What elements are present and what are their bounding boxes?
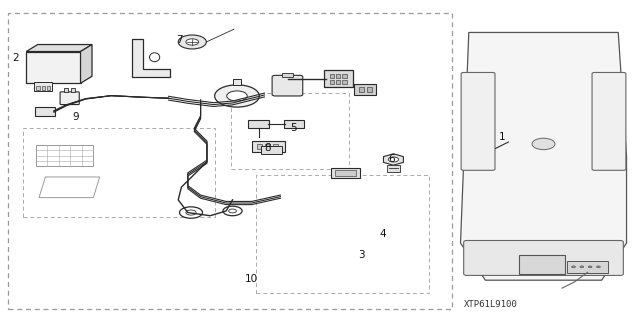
FancyBboxPatch shape (464, 241, 623, 275)
Circle shape (588, 266, 592, 268)
FancyBboxPatch shape (272, 75, 303, 96)
Polygon shape (81, 45, 92, 83)
Polygon shape (383, 154, 403, 165)
Bar (336, 80, 340, 84)
Bar (23, 128, 214, 217)
Bar (282, 73, 293, 77)
Circle shape (186, 39, 198, 45)
FancyBboxPatch shape (261, 146, 282, 154)
Bar (34, 82, 52, 91)
Bar (64, 88, 68, 93)
Bar (256, 175, 429, 293)
Bar (336, 74, 340, 78)
Bar (36, 86, 40, 90)
Circle shape (179, 207, 202, 218)
FancyBboxPatch shape (567, 261, 608, 273)
Bar (330, 80, 334, 84)
Bar (47, 86, 50, 90)
Polygon shape (26, 45, 92, 51)
FancyBboxPatch shape (60, 92, 79, 105)
FancyBboxPatch shape (461, 72, 495, 170)
Text: 4: 4 (380, 229, 386, 239)
Circle shape (580, 266, 584, 268)
FancyBboxPatch shape (284, 120, 304, 128)
FancyBboxPatch shape (252, 141, 285, 152)
Bar (342, 80, 347, 84)
Bar (335, 170, 356, 176)
Bar (26, 51, 81, 83)
Bar (367, 87, 372, 93)
Polygon shape (39, 177, 100, 197)
Text: 7: 7 (176, 35, 183, 45)
Text: 10: 10 (245, 274, 258, 284)
Circle shape (596, 266, 600, 268)
Circle shape (388, 157, 399, 162)
Circle shape (572, 266, 575, 268)
Bar (518, 255, 565, 274)
Bar (232, 79, 241, 85)
Polygon shape (461, 33, 627, 280)
Text: 8: 8 (264, 143, 271, 153)
Polygon shape (132, 39, 170, 77)
Circle shape (223, 206, 242, 216)
Text: 1: 1 (499, 132, 506, 142)
Text: 3: 3 (358, 250, 365, 260)
Bar (42, 86, 45, 90)
FancyBboxPatch shape (332, 168, 360, 178)
Bar (387, 165, 400, 172)
FancyBboxPatch shape (592, 72, 626, 170)
FancyBboxPatch shape (35, 108, 55, 116)
Circle shape (214, 85, 259, 107)
FancyBboxPatch shape (248, 120, 269, 128)
Circle shape (532, 138, 555, 150)
Bar (342, 74, 347, 78)
Circle shape (178, 35, 206, 49)
FancyBboxPatch shape (354, 84, 376, 95)
Circle shape (227, 91, 247, 101)
Bar (273, 144, 278, 149)
Text: XTP61L9100: XTP61L9100 (464, 300, 517, 308)
FancyBboxPatch shape (324, 70, 353, 87)
Ellipse shape (150, 53, 160, 62)
Text: 2: 2 (12, 53, 19, 63)
Bar (36, 145, 93, 166)
Text: 5: 5 (290, 123, 296, 133)
Text: 6: 6 (388, 154, 395, 165)
Circle shape (186, 210, 196, 215)
Bar (330, 74, 334, 78)
Bar (359, 87, 364, 93)
Bar (230, 93, 349, 169)
Bar (257, 144, 262, 149)
Bar (71, 88, 76, 93)
Bar (265, 144, 270, 149)
Circle shape (228, 209, 236, 213)
Bar (8, 13, 452, 309)
Text: 9: 9 (73, 112, 79, 122)
